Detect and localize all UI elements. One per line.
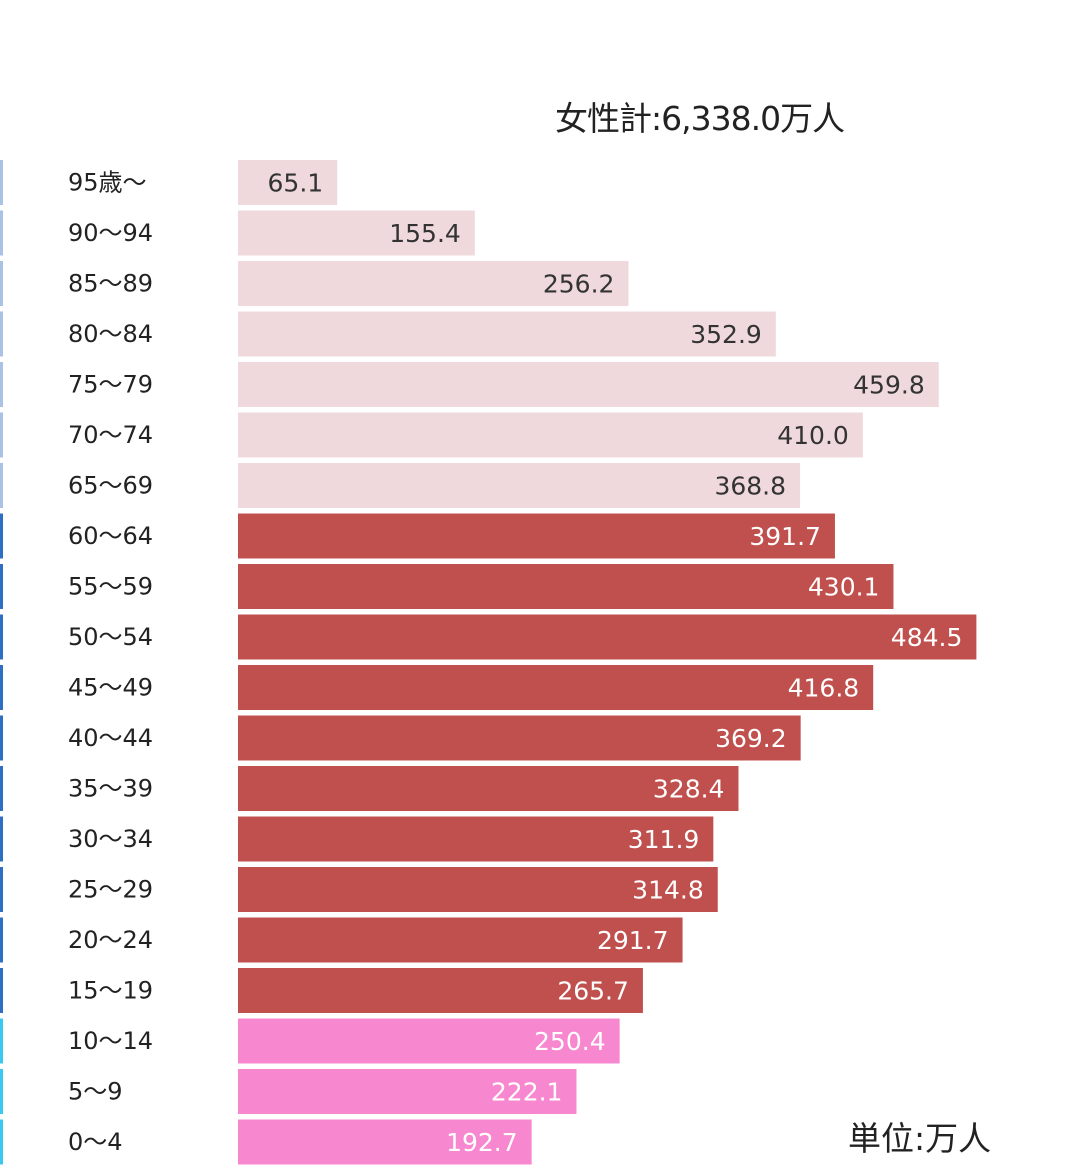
row-edge-marker [0,513,3,559]
bar-value-label: 410.0 [777,421,849,450]
population-bar [238,614,977,660]
row-edge-marker [0,362,3,407]
bar-value-label: 416.8 [788,674,860,703]
population-bar [238,160,338,205]
population-bar [238,261,629,306]
age-group-label: 45～49 [68,674,153,702]
age-group-label: 60～64 [68,522,153,550]
population-bar [238,1018,620,1064]
row-edge-marker [0,715,3,761]
age-group-label: 70～74 [68,421,153,449]
row-edge-marker [0,1018,3,1064]
unit-label: 単位:万人 [848,1119,992,1158]
bar-value-label: 352.9 [690,320,762,349]
age-group-label: 40～44 [68,724,153,752]
bar-value-label: 314.8 [632,876,704,905]
row-edge-marker [0,766,3,811]
age-group-label: 90～94 [68,219,153,247]
row-edge-marker [0,968,3,1013]
age-group-label: 5～9 [68,1078,123,1106]
row-edge-marker [0,816,3,862]
population-bar [238,463,801,508]
row-edge-marker [0,1069,3,1114]
age-group-label: 35～39 [68,775,153,803]
row-edge-marker [0,463,3,508]
row-edge-marker [0,917,3,963]
population-bar [238,210,475,256]
population-bar [238,564,894,609]
bar-value-label: 222.1 [491,1078,563,1107]
population-bar [238,1119,532,1165]
population-bar [238,362,939,407]
age-group-label: 20～24 [68,926,153,954]
row-edge-marker [0,210,3,256]
age-group-label: 75～79 [68,371,153,399]
bar-value-label: 291.7 [597,926,669,955]
bar-value-label: 328.4 [653,775,725,804]
row-edge-marker [0,614,3,660]
bar-value-label: 369.2 [715,724,787,753]
bar-value-label: 256.2 [543,270,615,299]
age-group-label: 30～34 [68,825,153,853]
bar-value-label: 65.1 [268,169,324,198]
row-edge-marker [0,261,3,306]
bar-value-label: 391.7 [749,522,821,551]
row-edge-marker [0,412,3,458]
bar-value-label: 250.4 [534,1027,606,1056]
bar-value-label: 368.8 [714,472,786,501]
population-bar [238,968,643,1013]
row-edge-marker [0,1119,3,1165]
age-group-label: 85～89 [68,270,153,298]
population-bar [238,1069,577,1114]
row-edge-marker [0,564,3,609]
population-bar [238,867,718,912]
population-bar [238,665,874,710]
bar-value-label: 192.7 [446,1128,518,1157]
age-group-label: 95歳～ [68,169,147,197]
population-bar [238,766,739,811]
bar-value-label: 155.4 [389,219,461,248]
bar-value-label: 459.8 [853,371,925,400]
row-edge-marker [0,311,3,357]
age-group-label: 10～14 [68,1027,153,1055]
row-edge-marker [0,867,3,912]
bar-value-label: 430.1 [808,573,880,602]
bar-value-label: 484.5 [891,623,963,652]
age-group-label: 80～84 [68,320,153,348]
female-total-label: 女性計:6,338.0万人 [555,99,845,138]
age-group-label: 0～4 [68,1128,123,1156]
population-bar [238,715,801,761]
bar-value-label: 311.9 [628,825,700,854]
population-bar [238,513,835,559]
age-group-label: 65～69 [68,472,153,500]
bar-value-label: 265.7 [557,977,629,1006]
age-group-label: 15～19 [68,977,153,1005]
population-bar [238,917,683,963]
row-edge-marker [0,160,3,205]
population-bar [238,412,863,458]
age-group-label: 50～54 [68,623,153,651]
age-group-label: 55～59 [68,573,153,601]
population-bar [238,816,714,862]
row-edge-marker [0,665,3,710]
population-bar [238,311,776,357]
age-group-label: 25～29 [68,876,153,904]
